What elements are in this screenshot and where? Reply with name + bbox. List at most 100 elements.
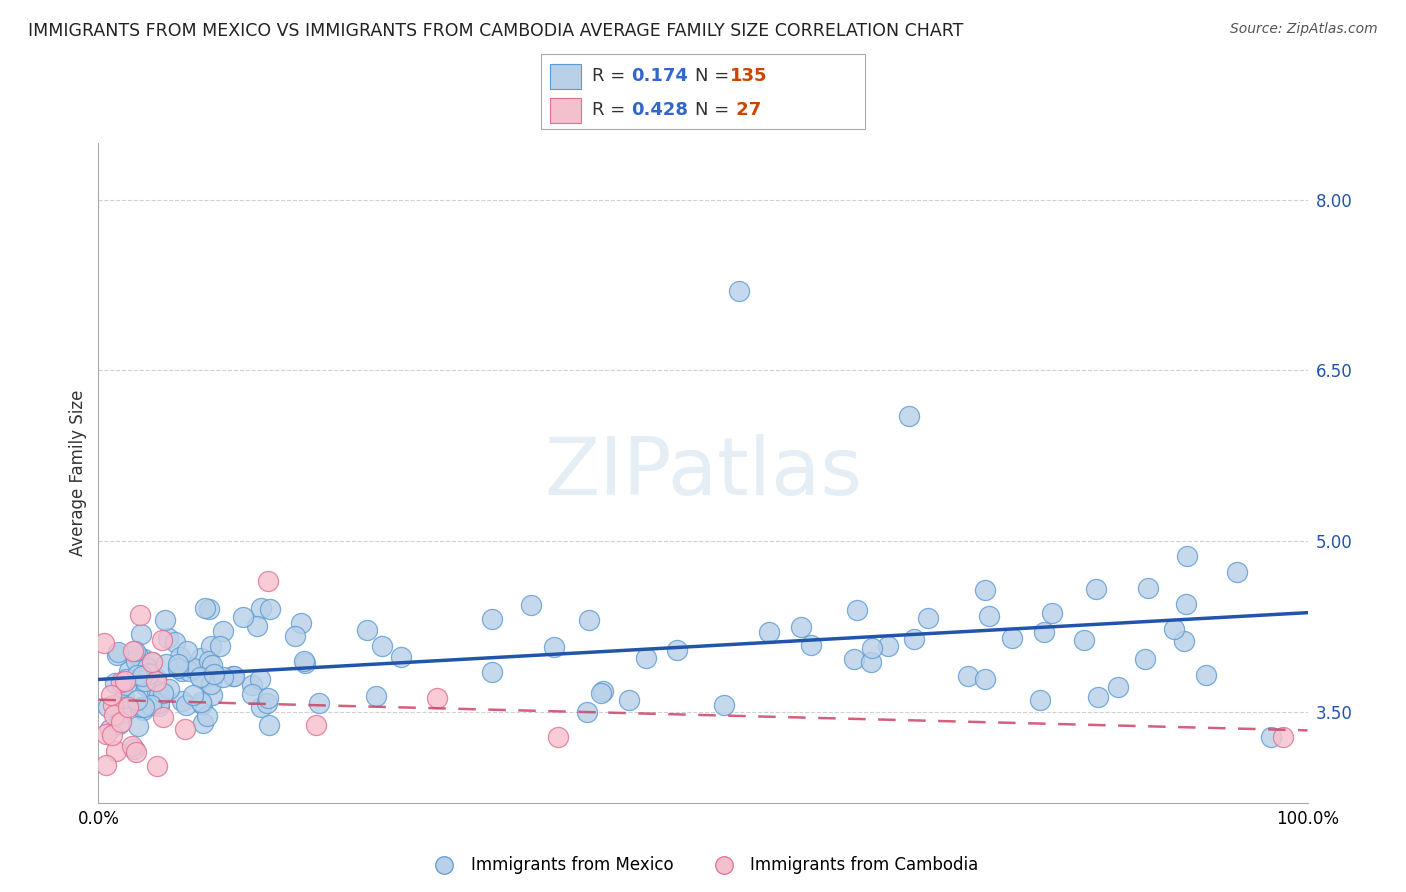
Point — [246, 619, 269, 633]
Point — [155, 657, 177, 671]
Point — [129, 627, 152, 641]
Point — [547, 730, 569, 744]
Point — [1260, 730, 1282, 744]
Point — [242, 678, 264, 692]
Point — [308, 696, 330, 710]
Point — [1195, 668, 1218, 682]
Point — [1107, 680, 1129, 694]
Point — [177, 665, 200, 679]
Point — [110, 707, 132, 722]
Point — [145, 673, 167, 688]
Text: N =: N = — [695, 102, 734, 120]
Point — [138, 666, 160, 681]
Text: R =: R = — [592, 67, 631, 86]
Point — [93, 636, 115, 650]
Point — [169, 650, 191, 665]
Point — [101, 698, 124, 712]
Point — [578, 613, 600, 627]
Point — [94, 757, 117, 772]
Point — [713, 698, 735, 713]
Text: 135: 135 — [730, 67, 768, 86]
Point — [141, 655, 163, 669]
Point — [240, 687, 263, 701]
Point — [356, 623, 378, 637]
Point — [124, 742, 146, 756]
Point — [212, 670, 235, 684]
Point — [198, 602, 221, 616]
Point — [201, 689, 224, 703]
Point — [138, 665, 160, 680]
Point — [107, 717, 129, 731]
Point — [666, 642, 689, 657]
Point — [283, 629, 305, 643]
Point — [1226, 566, 1249, 580]
Point — [125, 654, 148, 668]
Point — [100, 689, 122, 703]
Point — [957, 669, 980, 683]
Point — [1163, 622, 1185, 636]
Point — [973, 582, 995, 597]
Point — [1136, 582, 1159, 596]
Point — [104, 676, 127, 690]
Point — [136, 671, 159, 685]
Point — [134, 699, 156, 714]
Text: 27: 27 — [730, 102, 761, 120]
Point — [728, 284, 751, 298]
Point — [519, 598, 541, 612]
Point — [224, 669, 246, 683]
Point — [125, 745, 148, 759]
Point — [167, 661, 190, 675]
Point — [256, 574, 278, 588]
Point — [166, 657, 188, 671]
Point — [124, 644, 146, 658]
Point — [152, 686, 174, 700]
Point — [974, 672, 997, 686]
Point — [136, 660, 159, 674]
Point — [129, 700, 152, 714]
Point — [364, 689, 387, 703]
Point — [117, 699, 139, 714]
Point — [977, 608, 1000, 623]
Point — [371, 639, 394, 653]
Point — [127, 719, 149, 733]
Point — [200, 677, 222, 691]
Point — [481, 612, 503, 626]
Point — [110, 675, 132, 690]
Point — [98, 722, 121, 736]
Point — [543, 640, 565, 655]
Point — [127, 668, 149, 682]
Point — [127, 693, 149, 707]
Point — [222, 668, 245, 682]
Point — [845, 603, 868, 617]
Point — [141, 655, 163, 669]
Point — [195, 709, 218, 723]
Point — [249, 672, 271, 686]
Point — [135, 679, 157, 693]
Point — [208, 639, 231, 653]
Point — [188, 670, 211, 684]
Point — [194, 601, 217, 615]
Point — [1173, 634, 1195, 648]
Point — [134, 674, 156, 689]
Point — [592, 684, 614, 698]
Point — [134, 652, 156, 666]
Point — [800, 638, 823, 652]
Point — [152, 633, 174, 648]
Point — [122, 644, 145, 658]
Point — [115, 678, 138, 692]
Point — [181, 688, 204, 702]
Point — [903, 632, 925, 646]
Point — [1174, 598, 1197, 612]
Point — [897, 409, 920, 423]
Point — [148, 699, 170, 714]
Point — [165, 635, 187, 649]
Point — [190, 651, 212, 665]
Point — [131, 669, 153, 683]
Point — [859, 656, 882, 670]
Point — [294, 656, 316, 670]
Point — [877, 639, 900, 653]
Point — [191, 716, 214, 731]
Point — [232, 610, 254, 624]
Point — [155, 613, 177, 627]
Point — [1001, 631, 1024, 645]
